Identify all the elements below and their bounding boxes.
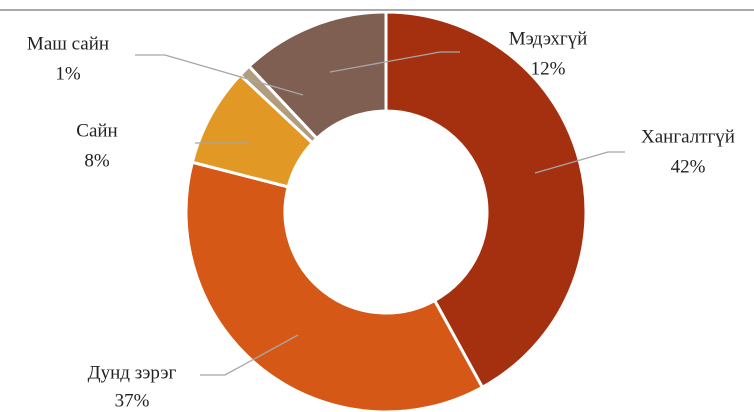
slice-label: Сайн <box>76 120 117 141</box>
leader-line <box>329 51 460 73</box>
slice-percent: 42% <box>671 156 706 177</box>
donut-segment <box>384 10 588 390</box>
donut-segment <box>246 10 388 141</box>
slice-label: Дунд зэрэг <box>88 362 177 383</box>
leader-line <box>534 151 625 174</box>
leader-line <box>135 54 304 96</box>
leader-line <box>200 334 299 376</box>
slice-percent: 1% <box>55 63 81 84</box>
slice-label: Мэдэхгүй <box>509 28 588 49</box>
slice-percent: 37% <box>115 390 150 411</box>
slice-percent: 12% <box>531 58 566 79</box>
slice-label: Маш сайн <box>27 33 109 54</box>
slice-percent: 8% <box>84 150 110 171</box>
donut-segment <box>184 160 485 412</box>
slice-label: Хангалтгүй <box>641 126 735 147</box>
